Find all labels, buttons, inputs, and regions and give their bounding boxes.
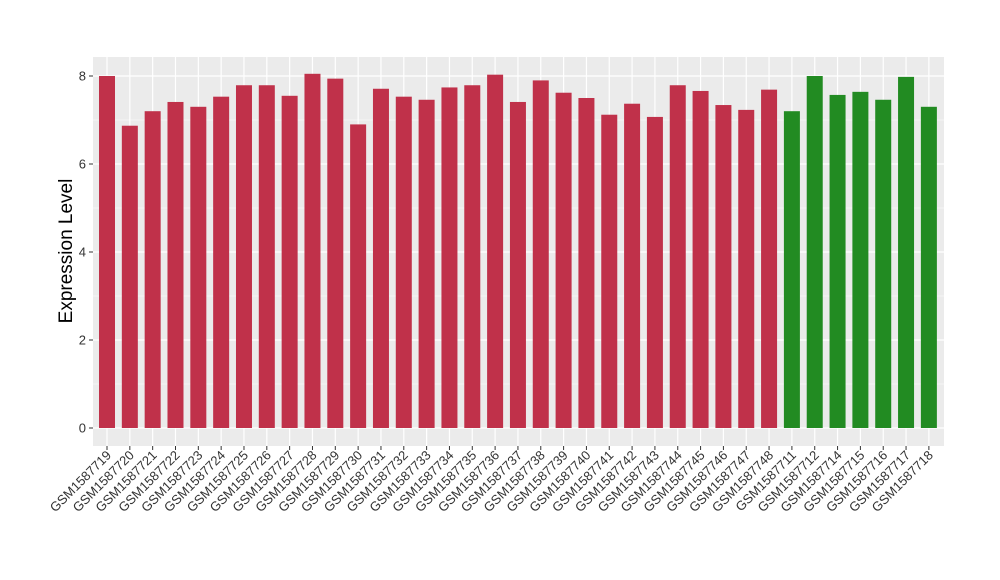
bar-GSM1587722 (167, 101, 184, 429)
bar-GSM1587720 (121, 125, 138, 428)
y-tick-label: 6 (79, 157, 86, 172)
y-tick-label: 0 (79, 421, 86, 436)
y-axis: 0 2 4 6 8 (79, 69, 93, 436)
bar-GSM1587744 (669, 85, 686, 429)
bar-GSM1587721 (144, 111, 161, 428)
bar-GSM1587733 (418, 99, 435, 428)
bar-GSM1587746 (715, 105, 732, 428)
bar-GSM1587723 (190, 106, 207, 429)
bar-GSM1587716 (875, 99, 892, 428)
bar-GSM1587712 (806, 76, 823, 428)
bar-GSM1587736 (487, 74, 504, 429)
bar-GSM1587726 (258, 85, 275, 429)
y-tick-label: 4 (79, 245, 86, 260)
y-axis-title: Expression Level (56, 179, 77, 324)
bar-GSM1587714 (829, 94, 846, 429)
x-axis: GSM1587719GSM1587720GSM1587721GSM1587722… (47, 446, 936, 515)
y-tick-label: 8 (79, 69, 86, 84)
bar-GSM1587718 (920, 106, 937, 429)
bar-GSM1587735 (464, 85, 481, 429)
bar-GSM1587745 (692, 90, 709, 429)
bar-GSM1587747 (738, 109, 755, 428)
bar-GSM1587711 (783, 111, 800, 428)
bar-GSM1587724 (213, 96, 230, 429)
bar-GSM1587728 (304, 73, 321, 429)
bar-GSM1587737 (509, 101, 526, 429)
bar-GSM1587734 (441, 87, 458, 428)
bar-GSM1587742 (624, 103, 641, 428)
bar-GSM1587730 (350, 124, 367, 429)
bar-GSM1587748 (761, 89, 778, 428)
bar-GSM1587715 (852, 91, 869, 428)
bar-GSM1587717 (898, 76, 915, 428)
bar-GSM1587732 (395, 96, 412, 429)
bar-GSM1587725 (235, 85, 252, 429)
bar-GSM1587727 (281, 95, 298, 429)
bar-GSM1587740 (578, 98, 595, 428)
y-tick-label: 2 (79, 333, 86, 348)
bar-GSM1587729 (327, 78, 344, 428)
bar-GSM1587741 (601, 114, 618, 428)
bar-GSM1587731 (372, 88, 389, 428)
bar-GSM1587719 (99, 76, 115, 428)
bars (99, 73, 937, 429)
bar-GSM1587743 (646, 116, 663, 429)
bar-GSM1587739 (555, 92, 572, 428)
bar-GSM1587738 (532, 80, 549, 429)
